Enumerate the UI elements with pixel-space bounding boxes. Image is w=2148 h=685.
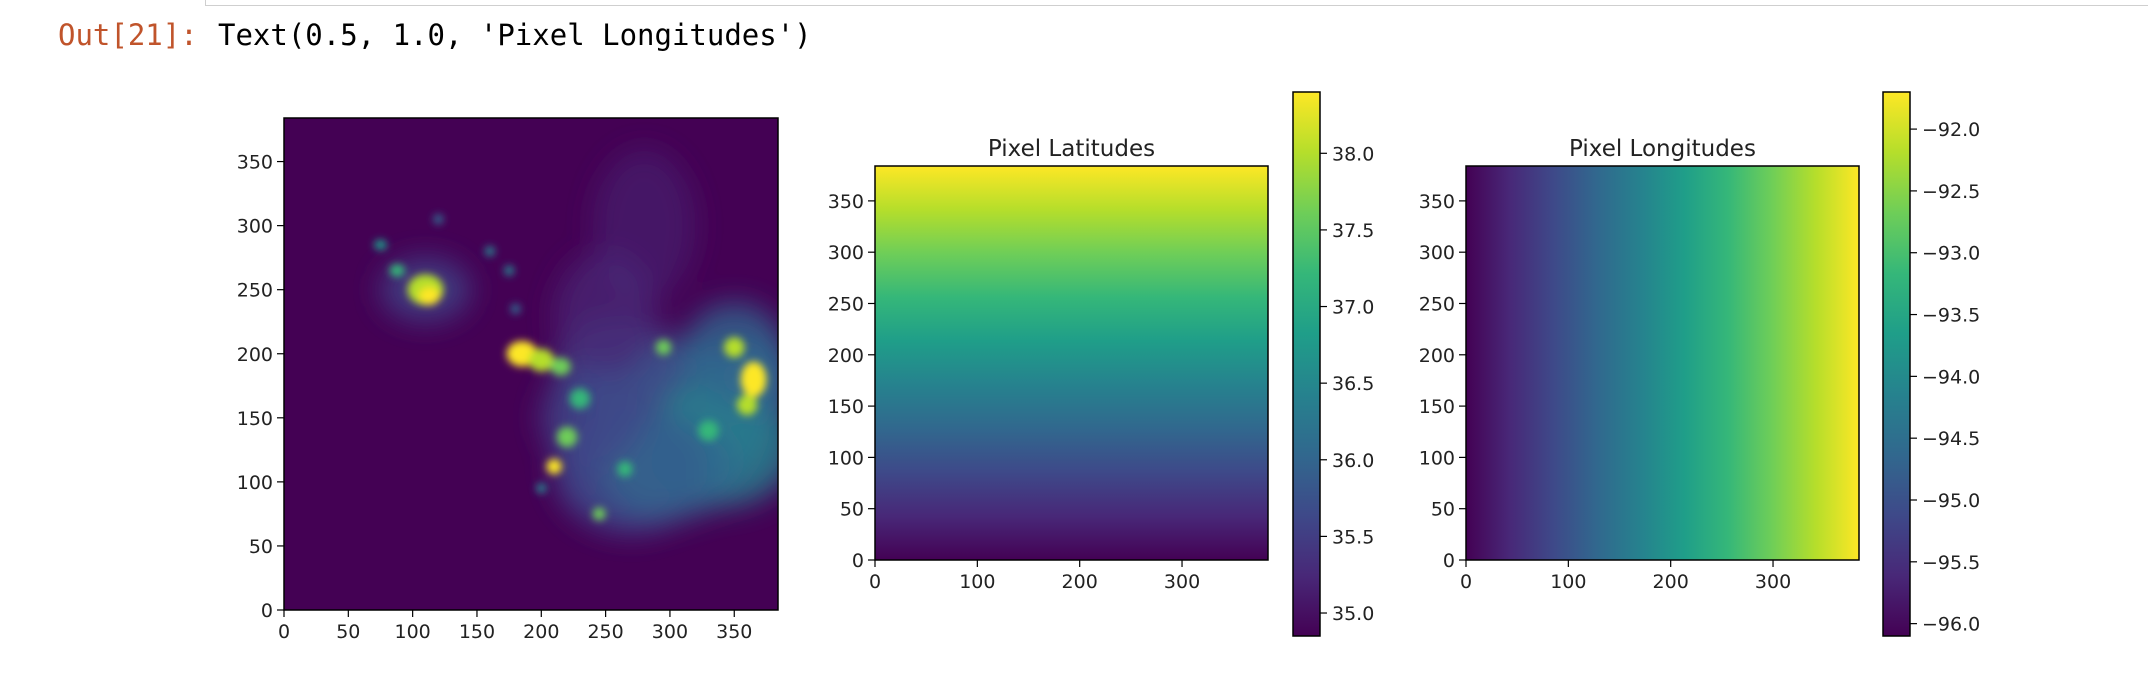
x-tick-label: 300 — [1755, 571, 1791, 593]
storm-cell — [550, 357, 571, 376]
storm-cell — [698, 420, 719, 441]
y-tick-label: 250 — [237, 280, 273, 302]
chart-title: Pixel Latitudes — [988, 136, 1155, 162]
storm-cell — [433, 214, 444, 225]
y-tick-label: 300 — [828, 242, 864, 264]
x-tick-label: 50 — [336, 621, 360, 643]
x-tick-label: 200 — [1653, 571, 1689, 593]
y-tick-label: 250 — [828, 293, 864, 315]
storm-cell — [374, 239, 387, 250]
storm-cell — [740, 361, 767, 398]
colorbar-tick-label: 37.0 — [1332, 297, 1374, 319]
storm-cell — [723, 337, 745, 358]
cell-top-border — [205, 0, 2148, 6]
x-tick-label: 250 — [587, 621, 623, 643]
colorbar-tick-label: −92.0 — [1922, 119, 1980, 141]
y-tick-label: 100 — [1419, 447, 1455, 469]
colorbar-tick-label: −94.0 — [1922, 366, 1980, 388]
colorbar-tick-label: 37.5 — [1332, 220, 1374, 242]
plot-frame — [1465, 165, 1860, 561]
precip-region — [541, 366, 645, 470]
x-tick-label: 0 — [1460, 571, 1472, 593]
x-tick-label: 100 — [1550, 571, 1586, 593]
colorbar-tick-label: 36.5 — [1332, 373, 1374, 395]
x-tick-label: 100 — [959, 571, 995, 593]
storm-cell — [592, 507, 606, 521]
output-text: Text(0.5, 1.0, 'Pixel Longitudes') — [218, 18, 812, 52]
colorbar — [1882, 91, 1911, 637]
colorbar-tick-label: 36.0 — [1332, 450, 1374, 472]
y-tick-label: 50 — [249, 536, 273, 558]
colorbar-tick-label: 35.5 — [1332, 526, 1374, 548]
y-tick-label: 200 — [828, 345, 864, 367]
y-tick-label: 50 — [1431, 499, 1455, 521]
storm-cell — [419, 287, 440, 306]
x-tick-label: 150 — [459, 621, 495, 643]
storm-cell — [536, 483, 547, 494]
storm-cell — [655, 339, 672, 356]
colorbar-tick-label: −95.5 — [1922, 552, 1980, 574]
x-tick-label: 200 — [523, 621, 559, 643]
storm-cell — [389, 264, 405, 277]
y-tick-label: 350 — [1419, 191, 1455, 213]
colorbar-tick-label: −93.0 — [1922, 243, 1980, 265]
x-tick-label: 300 — [652, 621, 688, 643]
storm-cell — [617, 461, 633, 477]
x-tick-label: 350 — [716, 621, 752, 643]
storm-cell — [503, 265, 515, 276]
y-tick-label: 150 — [828, 396, 864, 418]
colorbar-tick-label: −95.0 — [1922, 490, 1980, 512]
y-tick-label: 100 — [828, 447, 864, 469]
y-tick-label: 0 — [261, 600, 273, 622]
y-tick-label: 350 — [237, 152, 273, 174]
convective-cells — [374, 214, 767, 521]
y-tick-label: 150 — [1419, 396, 1455, 418]
colorbar-tick-label: 38.0 — [1332, 143, 1374, 165]
storm-cell — [736, 394, 758, 416]
colorbar-tick-label: 35.0 — [1332, 603, 1374, 625]
x-tick-label: 100 — [395, 621, 431, 643]
storm-cell — [556, 426, 578, 448]
latitude-field — [875, 166, 1268, 560]
storm-cell — [484, 246, 495, 257]
y-tick-label: 50 — [840, 499, 864, 521]
longitude-field — [1466, 166, 1859, 560]
storm-cell — [546, 458, 562, 475]
colorbar-tick-label: −92.5 — [1922, 181, 1980, 203]
y-tick-label: 150 — [237, 408, 273, 430]
y-tick-label: 0 — [1443, 550, 1455, 572]
storm-cell — [510, 303, 521, 315]
y-tick-label: 200 — [1419, 345, 1455, 367]
y-tick-label: 250 — [1419, 293, 1455, 315]
storm-cell — [528, 348, 555, 372]
y-tick-label: 300 — [237, 216, 273, 238]
colorbar-tick-label: −96.0 — [1922, 614, 1980, 636]
x-tick-label: 0 — [869, 571, 881, 593]
plot-frame — [874, 165, 1269, 561]
colorbar — [1292, 91, 1321, 637]
field-layer — [284, 118, 778, 610]
y-tick-label: 350 — [828, 191, 864, 213]
precip-region — [592, 148, 696, 303]
colorbar-tick-label: −93.5 — [1922, 305, 1980, 327]
output-prompt: Out[21]: — [58, 18, 198, 52]
y-tick-label: 300 — [1419, 242, 1455, 264]
y-tick-label: 200 — [237, 344, 273, 366]
y-tick-label: 0 — [852, 550, 864, 572]
chart-title: Pixel Longitudes — [1569, 136, 1756, 162]
storm-cell — [569, 388, 591, 409]
plot-frame — [283, 117, 779, 611]
y-tick-label: 100 — [237, 472, 273, 494]
colorbar-tick-label: −94.5 — [1922, 428, 1980, 450]
x-tick-label: 200 — [1062, 571, 1098, 593]
x-tick-label: 300 — [1164, 571, 1200, 593]
x-tick-label: 0 — [278, 621, 290, 643]
